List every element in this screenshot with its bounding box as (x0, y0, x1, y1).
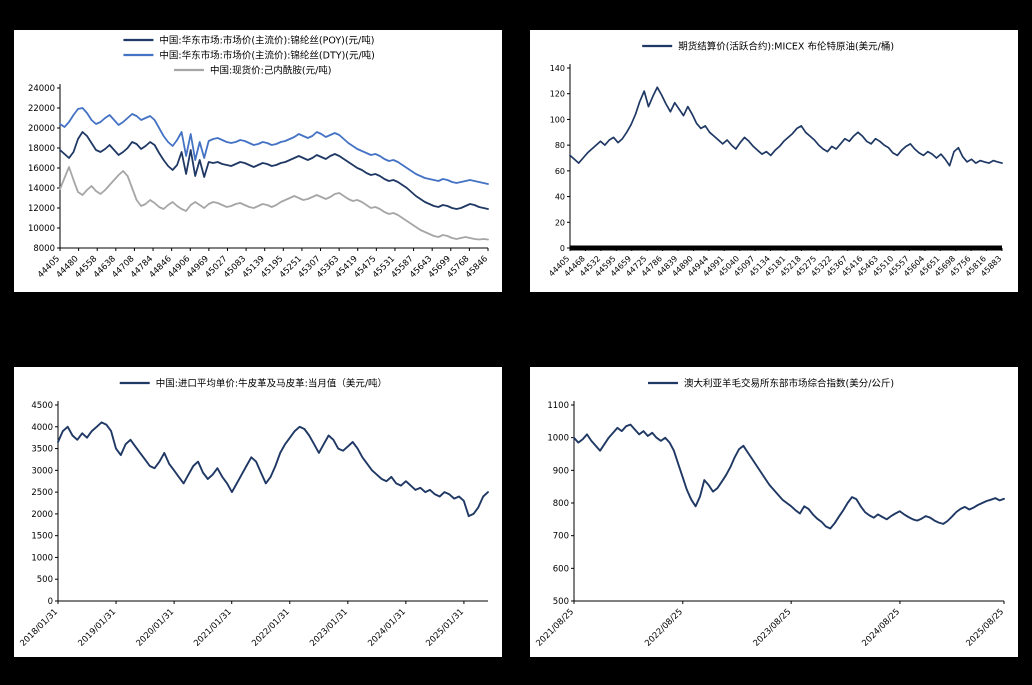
x-tick-label: 2021/08/25 (534, 607, 576, 649)
y-tick-label: 0 (48, 597, 53, 607)
y-tick-label: 100 (550, 115, 565, 124)
x-tick-label: 2025/01/31 (424, 607, 466, 649)
legend-label-0: 中国:华东市场:市场价(主流价):锦纶丝(POY)(元/吨) (159, 35, 374, 47)
y-tick-label: 20 (555, 218, 565, 227)
y-tick-label: 1100 (547, 401, 569, 411)
y-tick-label: 10000 (28, 224, 55, 234)
y-tick-label: 140 (550, 64, 565, 73)
y-tick-label: 2000 (31, 510, 53, 520)
panel-leather-import-price: 0 500 1000 1500 2000 2500 3000 3500 4000 4500 2018… (14, 367, 502, 657)
legend-label-0: 期货结算价(活跃合约):MICEX 布伦特原油(美元/桶) (678, 41, 894, 53)
x-tick-label: 2021/01/31 (192, 607, 234, 649)
y-tick-label: 500 (37, 575, 53, 585)
y-tick-label: 800 (553, 499, 569, 509)
x-tick-label: 2022/08/25 (643, 607, 685, 649)
panel-wool-index: 500 600 700 800 900 1000 1100 2021/08/25 2022/08… (530, 367, 1018, 657)
y-tick-label: 4000 (31, 423, 53, 433)
y-tick-label: 20000 (28, 124, 55, 134)
y-tick-label: 12000 (28, 204, 55, 214)
x-tick-label: 2024/01/31 (366, 607, 408, 649)
y-tick-label: 900 (553, 466, 569, 476)
y-tick-label: 700 (553, 532, 569, 542)
y-tick-label: 600 (553, 564, 569, 574)
series-line-0 (57, 421, 489, 518)
y-tick-label: 14000 (28, 184, 55, 194)
legend-label-0: 澳大利亚羊毛交易所东部市场综合指数(美分/公斤) (684, 378, 894, 390)
x-tick-label: 2019/01/31 (76, 607, 118, 649)
x-tick-label: 2024/08/25 (860, 607, 902, 649)
series-line-2 (59, 166, 489, 241)
y-tick-label: 22000 (28, 104, 55, 114)
y-tick-label: 0 (560, 244, 565, 253)
series-line-1 (59, 107, 489, 185)
leather-import-price-chart: 0 500 1000 1500 2000 2500 3000 3500 4000 4500 2018… (18, 378, 489, 649)
x-tick-label: 2022/01/31 (250, 607, 292, 649)
x-tick-label: 2023/08/25 (752, 607, 794, 649)
x-tick-label: 2018/01/31 (18, 607, 60, 649)
y-tick-label: 16000 (28, 164, 55, 174)
wool-index-chart: 500 600 700 800 900 1000 1100 2021/08/25 2022/08… (534, 378, 1006, 649)
legend-label-2: 中国:现货价:己内酰胺(元/吨) (210, 65, 332, 77)
x-tick-label: 2025/08/25 (964, 607, 1006, 649)
y-tick-label: 2500 (31, 488, 53, 498)
series-line-0 (569, 86, 1003, 167)
y-tick-label: 60 (555, 167, 565, 176)
y-tick-label: 3500 (31, 445, 53, 455)
brent-crude-chart: 0204060801001201404440544468445324459544… (547, 41, 1003, 279)
y-tick-label: 80 (555, 141, 565, 150)
x-tick-label: 2020/01/31 (135, 607, 177, 649)
y-tick-label: 8000 (33, 244, 55, 254)
y-tick-label: 1000 (547, 434, 569, 444)
y-tick-label: 4500 (31, 401, 53, 411)
series-line-0 (573, 423, 1005, 530)
y-tick-label: 18000 (28, 144, 55, 154)
panel-nylon-prices: 8000 10000 12000 14000 16000 18000 20000 22000 2… (14, 30, 502, 292)
y-tick-label: 120 (550, 90, 565, 99)
legend-label-1: 中国:华东市场:市场价(主流价):锦纶丝(DTY)(元/吨) (159, 50, 374, 62)
y-tick-label: 1500 (31, 532, 53, 542)
y-tick-label: 24000 (28, 84, 55, 94)
legend-label-0: 中国:进口平均单价:牛皮革及马皮革:当月值（美元/吨） (156, 378, 387, 390)
x-tick-label: 2023/01/31 (308, 607, 350, 649)
y-tick-label: 3000 (31, 466, 53, 476)
panel-brent-crude: 0 20 40 60 80 100 120 140 44405 44468 44532 44595 44… (530, 30, 1018, 292)
nylon-prices-chart: 8000 10000 12000 14000 16000 18000 20000 22000 2… (28, 35, 490, 281)
y-tick-label: 1000 (31, 553, 53, 563)
y-tick-label: 40 (555, 193, 565, 202)
y-tick-label: 500 (553, 597, 569, 607)
series-line-0 (59, 131, 489, 210)
